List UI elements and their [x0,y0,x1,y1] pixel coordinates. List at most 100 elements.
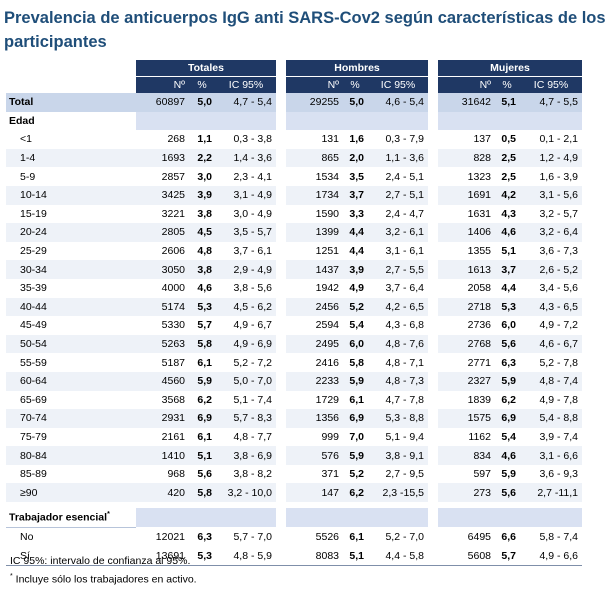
cell-n: 3221 [161,207,185,220]
cell-n: 1251 [315,245,339,258]
row-label: 30-34 [6,260,136,279]
cell-n: 865 [286,148,342,168]
cell-n: 1839 [467,393,491,406]
table-row: 30-34 3050 3,8 2,9 - 4,9 1437 3,9 2,7 - 5,5 161… [6,260,582,279]
cell-ci: 1,1 - 3,6 [368,148,428,168]
cell-ci: 4,8 - 7,3 [368,371,428,391]
cell-pct: 5,1 [342,546,368,566]
cell-ci: 3,7 - 6,4 [385,282,424,295]
cell-ci: 3,7 - 6,1 [233,245,272,258]
cell-ci: 3,2 - 6,4 [520,223,582,242]
cell-ci: 2,4 - 4,7 [385,207,424,220]
cell-n: 968 [167,468,185,481]
cell-pct: 5,9 [494,371,520,391]
cell-ci: 5,2 - 7,2 [233,356,272,369]
cell-pct: 3,0 [197,170,212,183]
cell-pct: 6,1 [197,430,212,443]
col-pct: % [494,76,520,93]
cell-pct: 2,5 [494,148,520,168]
cell-ci: 3,4 - 5,6 [539,282,578,295]
prevalence-table: Totales Hombres Mujeres Nº % IC 95% Nº %… [6,60,582,566]
cell-pct: 3,5 [349,170,364,183]
cell-pct: 3,9 [342,260,368,279]
cell-pct: 4,6 [494,446,520,465]
cell-ci: 2,3 - 4,1 [233,170,272,183]
cell-pct: 4,4 [501,282,516,295]
cell-ci: 2,4 - 5,1 [385,170,424,183]
cell-ci: 4,9 - 6,7 [233,319,272,332]
cell-n: 1162 [468,430,491,443]
cell-n: 273 [438,483,494,503]
table-row: ≥90 420 5,8 3,2 - 10,0 147 6,2 2,3 -15,5 273 5,6… [6,483,582,503]
cell-n: 29255 [286,93,342,112]
cell-n: 1693 [136,148,188,168]
cell-pct: 5,8 [188,334,216,354]
cell-pct: 3,8 [197,207,212,220]
cell-ci: 1,4 - 3,6 [216,148,276,168]
cell-ci: 2,3 -15,5 [368,483,428,503]
cell-n: 2416 [315,356,339,369]
cell-ci: 0,1 - 2,1 [539,133,578,146]
cell-n: 2495 [286,334,342,354]
cell-ci: 4,8 - 5,9 [216,546,276,566]
cell-n: 2771 [467,356,491,369]
cell-ci: 4,9 - 7,2 [539,319,578,332]
cell-ci: 4,8 - 7,1 [385,356,424,369]
cell-ci: 3,2 - 10,0 [216,483,276,503]
cell-n: 2606 [161,245,185,258]
cell-ci: 5,7 - 7,0 [233,530,272,543]
row-label: 5-9 [20,170,36,183]
cell-pct: 6,2 [197,393,212,406]
table-row: 50-54 5263 5,8 4,9 - 6,9 2495 6,0 4,8 - 7,6 276… [6,334,582,354]
cell-n: 60897 [136,93,188,112]
note-ci: IC 95%: intervalo de confianza al 95%. [10,555,191,567]
cell-n: 2456 [286,297,342,317]
row-label: 55-59 [20,356,47,369]
cell-ci: 4,2 - 6,5 [368,297,428,317]
table-row: 35-39 4000 4,6 3,8 - 5,6 1942 4,9 3,7 - 6,4 205… [6,279,582,298]
cell-n: 5174 [136,297,188,317]
cell-pct: 5,8 [188,483,216,503]
cell-ci: 4,4 - 5,8 [368,546,428,566]
row-label: No [20,530,34,543]
cell-ci: 4,7 - 7,8 [385,393,424,406]
cell-n: 2058 [467,282,491,295]
row-label: 75-79 [20,430,47,443]
group-header-row: Totales Hombres Mujeres [6,60,582,77]
table-row: 80-84 1410 5,1 3,8 - 6,9 576 5,9 3,8 - 9,1 834 4… [6,446,582,465]
cell-pct: 4,3 [501,207,516,220]
cell-n: 2718 [438,297,494,317]
row-label: 60-64 [6,371,136,391]
row-label: 15-19 [20,207,47,220]
cell-ci: 5,7 - 8,3 [216,409,276,428]
cell-pct: 2,2 [188,148,216,168]
table-row: 70-74 2931 6,9 5,7 - 8,3 1356 6,9 5,3 - 8,8 157… [6,409,582,428]
cell-pct: 6,2 [342,483,368,503]
cell-pct: 5,6 [197,468,212,481]
cell-pct: 5,2 [342,297,368,317]
cell-n: 1399 [286,223,342,242]
cell-n: 31642 [438,93,494,112]
row-label: 65-69 [20,393,47,406]
table-row: Sí 13691 5,3 4,8 - 5,9 8083 5,1 4,4 - 5,8 5608 5… [6,546,582,566]
col-ci: IC 95% [216,76,276,93]
cell-ci: 0,3 - 7,9 [385,133,424,146]
cell-n: 1323 [467,170,491,183]
cell-pct: 3,7 [342,185,368,205]
cell-n: 5330 [161,319,185,332]
cell-pct: 5,9 [501,468,516,481]
section-label-text: Trabajador esencial [9,511,108,524]
cell-pct: 5,2 [349,468,364,481]
cell-pct: 4,6 [494,223,520,242]
cell-n: 1729 [315,393,339,406]
cell-n: 1355 [467,245,491,258]
cell-ci: 3,8 - 5,6 [233,282,272,295]
cell-n: 3568 [161,393,185,406]
cell-pct: 5,4 [349,319,364,332]
table-row: 1-4 1693 2,2 1,4 - 3,6 865 2,0 1,1 - 3,6 828 2,5… [6,148,582,168]
cell-ci: 3,2 - 5,7 [539,207,578,220]
cell-ci: 5,3 - 8,8 [368,409,428,428]
cell-ci: 4,9 - 6,6 [520,546,582,566]
subheader-row: Nº % IC 95% Nº % IC 95% Nº % IC 95% [6,76,582,93]
col-ci: IC 95% [368,76,428,93]
